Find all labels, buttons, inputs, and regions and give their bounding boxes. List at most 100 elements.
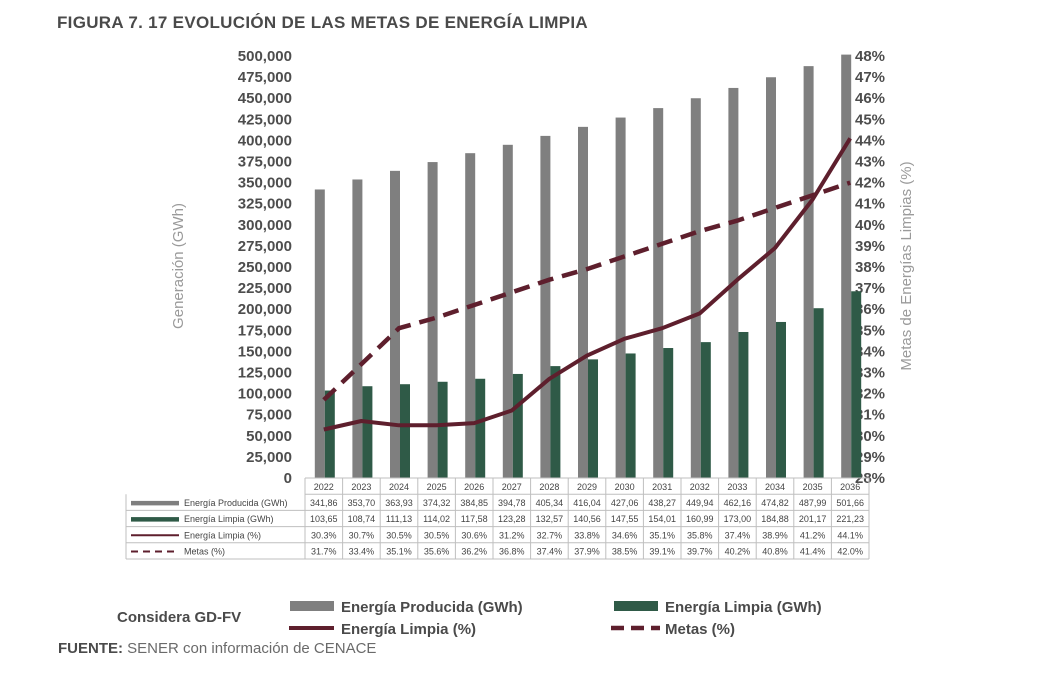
bar-energia-producida (352, 179, 363, 478)
legend-label: Energía Limpia (GWh) (665, 599, 822, 616)
table-cell: 37.4% (537, 547, 563, 557)
x-tick-label: 2026 (464, 482, 484, 492)
y-tick-label: 75,000 (246, 407, 292, 424)
y2-tick-label: 46% (855, 90, 885, 107)
bar-energia-limpia (813, 308, 824, 478)
y2-tick-label: 36% (855, 301, 885, 318)
table-row-label: Metas (%) (184, 547, 225, 557)
table-cell: 160,99 (686, 514, 714, 524)
table-cell: 114,02 (423, 514, 450, 524)
y-tick-label: 300,000 (238, 217, 292, 234)
table-cell: 36.2% (461, 547, 487, 557)
table-cell: 41.2% (800, 530, 826, 540)
table-cell: 30.6% (461, 530, 487, 540)
bar-energia-producida (465, 153, 476, 479)
table-cell: 35.1% (386, 547, 412, 557)
bar-energia-limpia (512, 373, 523, 478)
y-tick-label: 150,000 (238, 343, 292, 360)
legend: Energía Producida (GWh) Energía Limpia (G… (289, 599, 822, 638)
y-tick-label: 275,000 (238, 238, 292, 255)
table-cell: 31.7% (311, 547, 337, 557)
table-cell: 40.2% (725, 547, 751, 557)
table-cell: 39.7% (687, 547, 713, 557)
bar-energia-limpia (588, 359, 598, 478)
bar-energia-limpia (550, 366, 561, 478)
figure-title: FIGURA 7. 17 EVOLUCIÓN DE LAS METAS DE E… (57, 13, 588, 32)
y2-tick-label: 28% (855, 470, 885, 487)
bar-energia-producida (653, 108, 664, 478)
y2-tick-label: 39% (855, 238, 885, 255)
table-cell: 108,74 (348, 514, 376, 524)
bar-energia-limpia (324, 390, 335, 478)
table-cell: 487,99 (799, 498, 827, 508)
table-cell: 33.8% (574, 530, 600, 540)
bar-energia-limpia (362, 386, 373, 478)
x-tick-label: 2027 (502, 482, 522, 492)
bars (314, 54, 862, 479)
x-tick-label: 2032 (690, 482, 710, 492)
table-cell: 416,04 (573, 498, 601, 508)
y2-tick-label: 48% (855, 48, 885, 65)
x-tick-label: 2031 (652, 482, 672, 492)
table-cell: 474,82 (761, 498, 789, 508)
table-cell: 111,13 (386, 514, 412, 524)
y-tick-label: 100,000 (238, 386, 292, 403)
y2-tick-label: 43% (855, 154, 885, 171)
right-axis-ticks: 28% 29% 30% 31% 32% 33% 34% 35% 36% 37% 38% 39% 40% 4… (855, 48, 885, 487)
table-cell: 30.3% (311, 530, 337, 540)
table-legend-key (131, 517, 179, 522)
bar-energia-producida (314, 189, 325, 478)
y-tick-label: 175,000 (238, 322, 292, 339)
y2-tick-label: 34% (855, 343, 885, 360)
y-tick-label: 50,000 (246, 428, 292, 445)
source-text: SENER con información de CENACE (123, 640, 377, 657)
source-label: FUENTE: (58, 640, 123, 657)
y2-tick-label: 47% (855, 69, 885, 86)
x-tick-label: 2025 (427, 482, 447, 492)
table-cell: 123,28 (498, 514, 526, 524)
y2-tick-label: 42% (855, 175, 885, 192)
data-table: 2022 2023 2024 2025 2026 2027 2028 2029 2030 2031… (125, 477, 870, 560)
table-cell: 374,32 (423, 498, 451, 508)
bar-energia-producida (502, 144, 513, 479)
legend-key-energia-producida (290, 601, 334, 611)
table-cell: 33.4% (349, 547, 375, 557)
table-cell: 438,27 (648, 498, 676, 508)
table-cell: 363,93 (385, 498, 413, 508)
table-cell: 449,94 (686, 498, 714, 508)
bar-energia-producida (390, 170, 400, 478)
table-cell: 39.1% (649, 547, 675, 557)
bar-energia-producida (615, 117, 626, 478)
bar-energia-producida (841, 54, 852, 478)
y-tick-label: 450,000 (238, 90, 292, 107)
source-note: FUENTE: SENER con información de CENACE (58, 640, 376, 657)
x-tick-label: 2036 (840, 482, 860, 492)
table-cell: 30.5% (386, 530, 412, 540)
lines (322, 137, 852, 432)
table-cell: 353,70 (348, 498, 376, 508)
table-cell: 30.5% (424, 530, 450, 540)
bar-energia-producida (690, 98, 701, 478)
table-cell: 132,57 (536, 514, 564, 524)
y-tick-label: 350,000 (238, 175, 292, 192)
table-cell: 427,06 (611, 498, 639, 508)
table-cell: 341,86 (310, 498, 338, 508)
table-cell: 173,00 (724, 514, 752, 524)
x-tick-label: 2034 (765, 482, 785, 492)
x-tick-label: 2030 (615, 482, 635, 492)
bar-energia-producida (540, 135, 551, 478)
bar-energia-limpia (663, 348, 674, 478)
y-tick-label: 375,000 (238, 154, 292, 171)
table-cell: 35.6% (424, 547, 450, 557)
y-tick-label: 500,000 (238, 48, 292, 65)
line-energia-limpia-pct (323, 137, 852, 432)
table-row-label: Energía Limpia (%) (184, 530, 261, 540)
line-metas (322, 180, 851, 402)
table-cell: 36.8% (499, 547, 525, 557)
y2-tick-label: 41% (855, 196, 885, 213)
y-axis-title: Generación (GWh) (170, 203, 187, 329)
y2-tick-label: 35% (855, 322, 885, 339)
y-tick-label: 225,000 (238, 280, 292, 297)
y-tick-label: 200,000 (238, 301, 292, 318)
table-cell: 140,56 (573, 514, 601, 524)
